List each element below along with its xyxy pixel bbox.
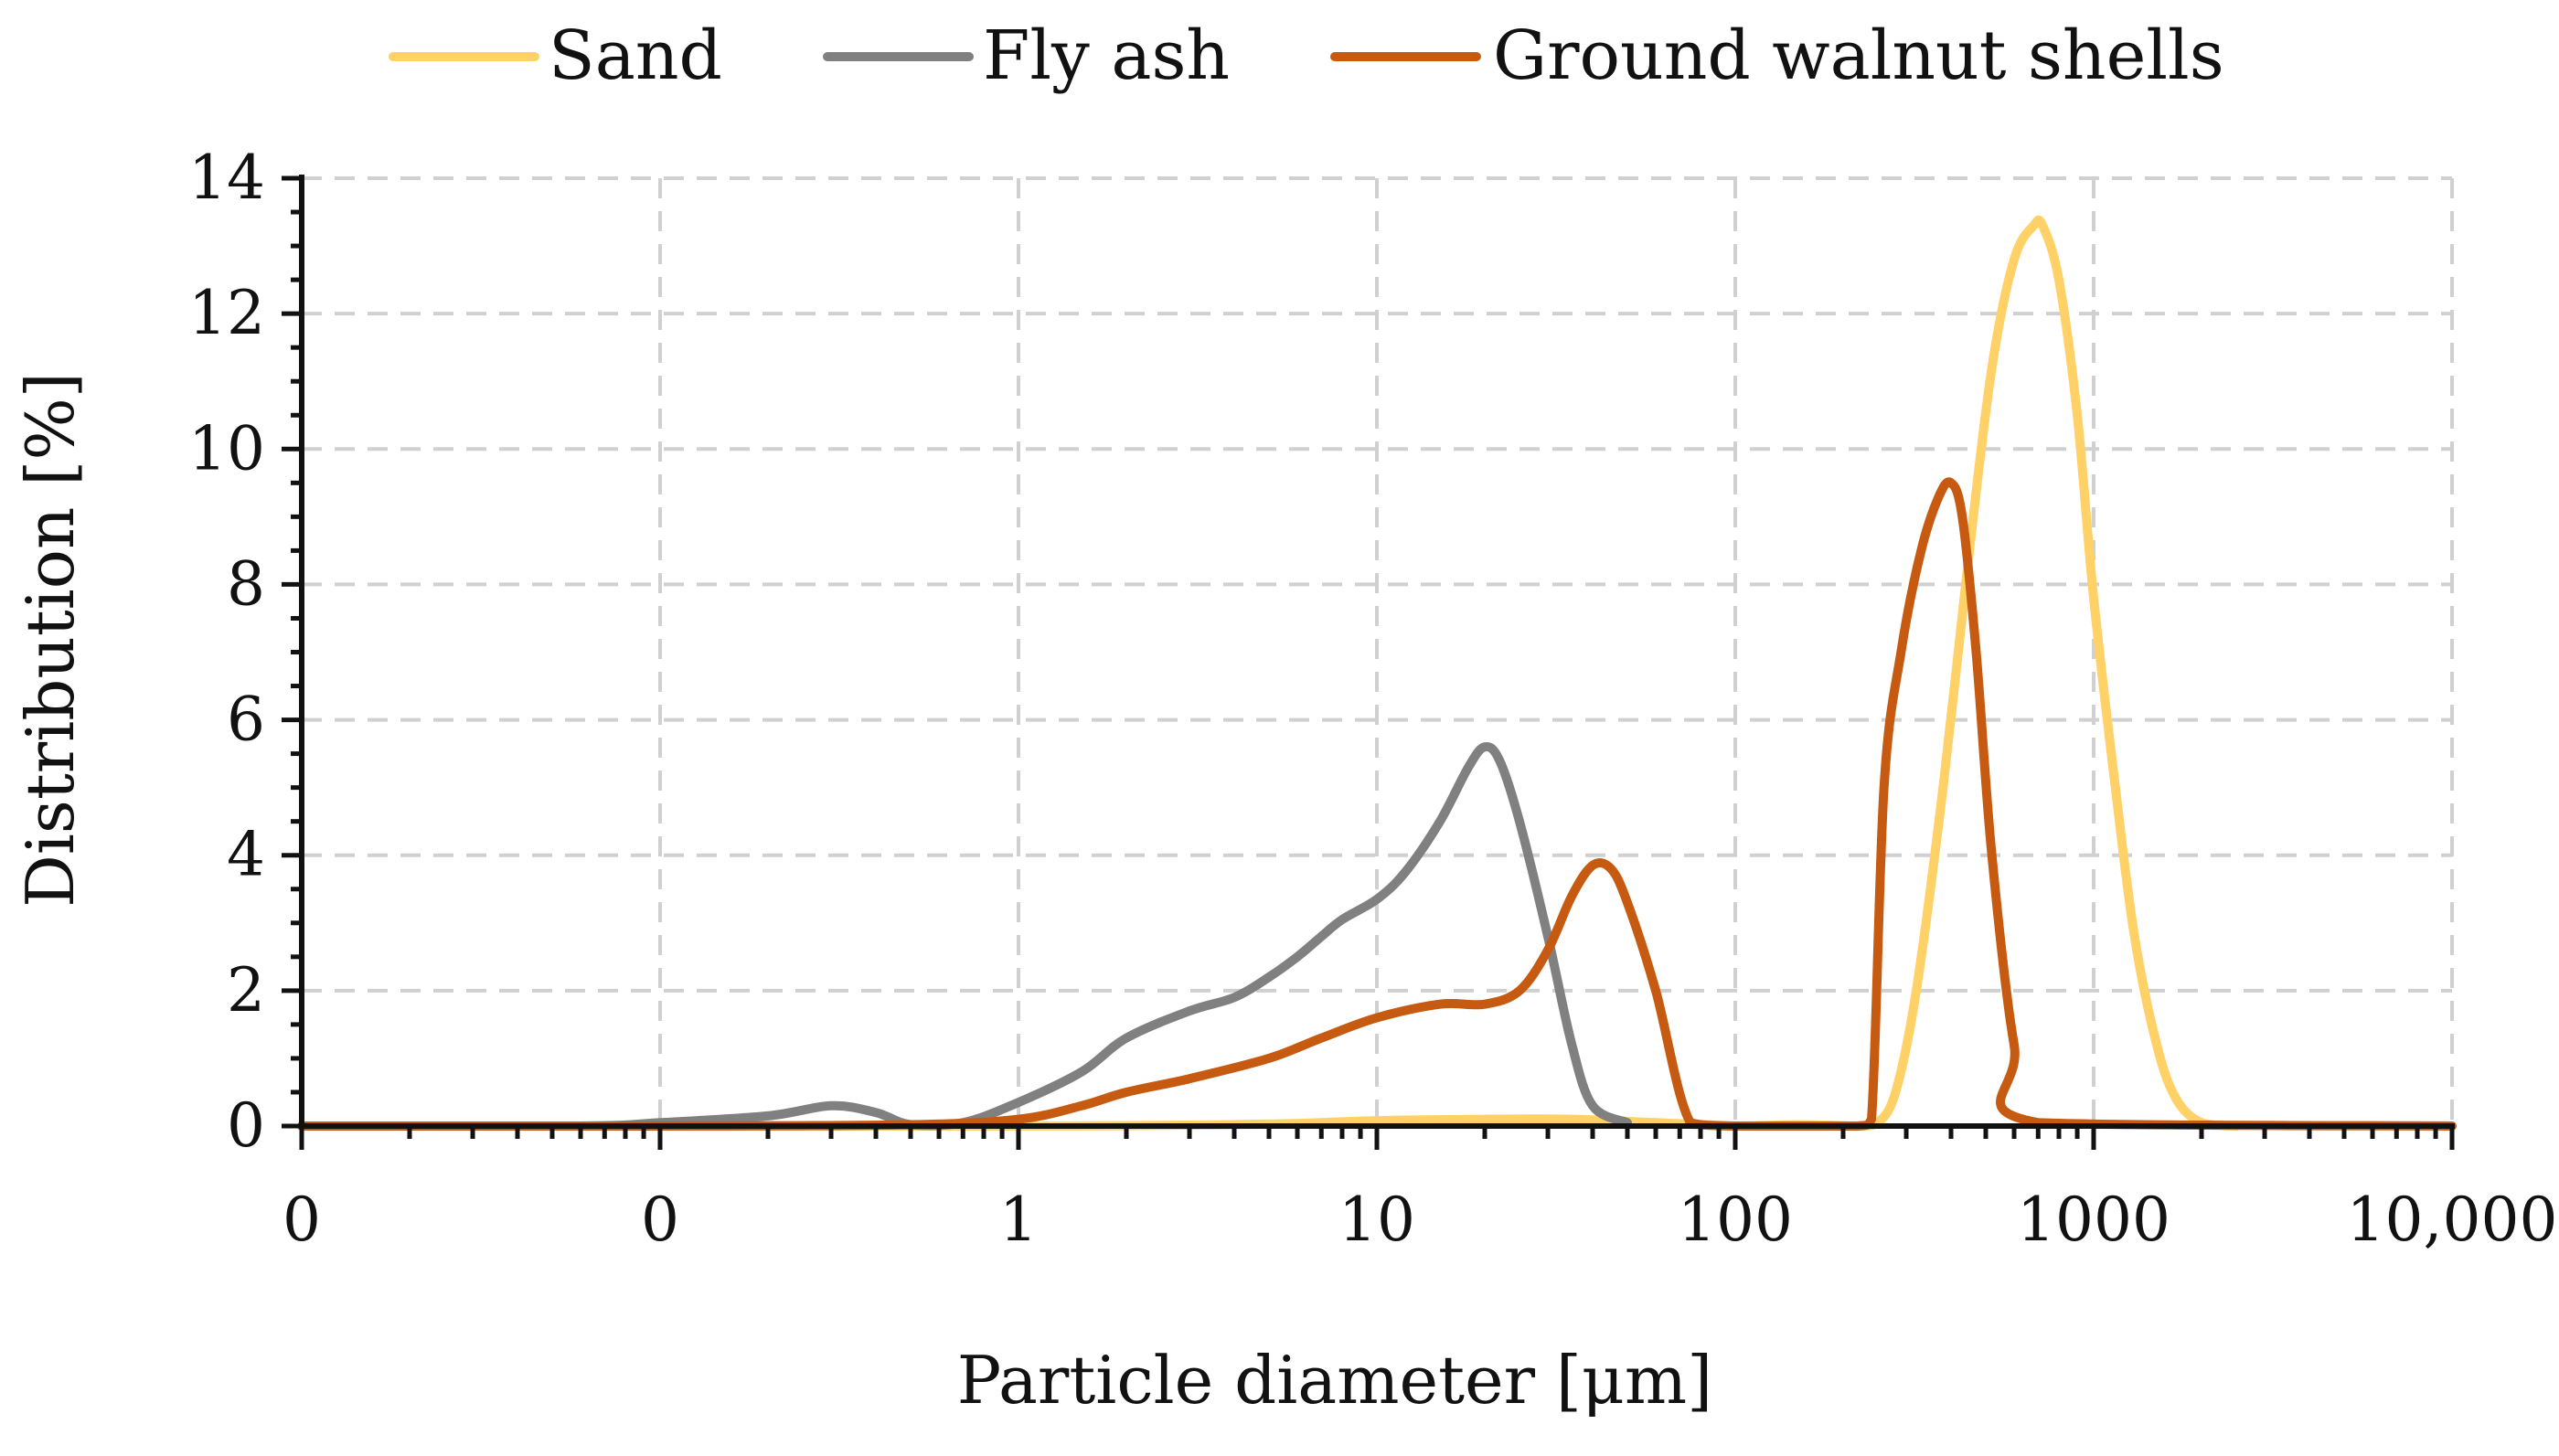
legend-label-sand: Sand [549, 16, 722, 95]
y-tick-label: 8 [227, 548, 265, 619]
chart-grid [302, 176, 2454, 1126]
legend-label-ground-walnut-shells: Ground walnut shells [1493, 16, 2224, 95]
x-tick-label: 0 [283, 1185, 321, 1255]
series-layer [297, 215, 2457, 1132]
series-line-fly-ash [297, 741, 1632, 1132]
x-tick-label: 100 [1678, 1185, 1793, 1255]
y-tick-label: 6 [227, 685, 265, 755]
x-tick-label: 1000 [2017, 1185, 2170, 1255]
series-line-sand [297, 215, 2241, 1132]
legend-label-fly-ash: Fly ash [983, 16, 1230, 95]
x-tick-label: 10,000 [2347, 1185, 2558, 1255]
y-tick-label: 2 [227, 955, 265, 1026]
x-axis-title: Particle diameter [μm] [957, 1342, 1712, 1419]
y-tick-label: 12 [188, 278, 265, 348]
x-tick-label: 1 [999, 1185, 1038, 1255]
y-tick-label: 0 [227, 1090, 265, 1161]
y-tick-label: 10 [188, 413, 265, 484]
y-axis-title: Distribution [%] [12, 372, 89, 908]
x-tick-label: 10 [1338, 1185, 1415, 1255]
series-line-ground-walnut-shells [297, 477, 2457, 1132]
y-tick-label: 14 [188, 143, 265, 213]
chart-legend: Sand Fly ash Ground walnut shells [389, 16, 2224, 95]
y-tick-label: 4 [227, 820, 265, 890]
x-tick-label: 0 [641, 1185, 679, 1255]
